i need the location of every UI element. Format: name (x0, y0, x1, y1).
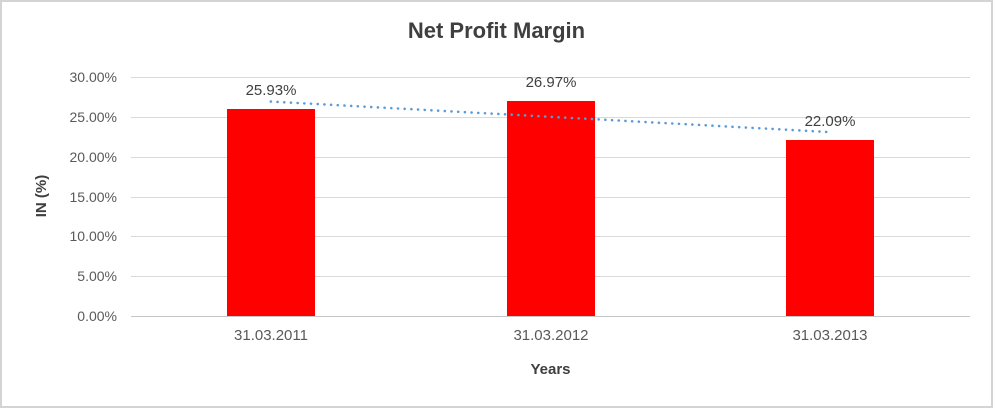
x-tick-label: 31.03.2013 (792, 327, 868, 344)
data-label: 26.97% (525, 74, 577, 91)
x-axis-title: Years (530, 361, 571, 378)
y-tick-label: 10.00% (69, 228, 117, 244)
y-tick-label: 25.00% (69, 109, 117, 125)
bar-31.03.2013 (786, 140, 874, 316)
gridline (131, 77, 970, 78)
data-label: 25.93% (245, 82, 297, 99)
chart-title: Net Profit Margin (407, 18, 586, 43)
y-tick-label: 15.00% (69, 189, 117, 205)
bar-31.03.2012 (507, 101, 595, 316)
y-tick-label: 30.00% (69, 69, 117, 85)
x-axis-line (131, 316, 970, 317)
data-label: 22.09% (804, 113, 856, 130)
y-tick-label: 20.00% (69, 149, 117, 165)
y-tick-label: 5.00% (77, 268, 117, 284)
bar-31.03.2011 (227, 109, 315, 316)
x-tick-label: 31.03.2011 (234, 327, 308, 344)
x-tick-label: 31.03.2012 (513, 327, 589, 344)
y-tick-label: 0.00% (77, 308, 117, 324)
